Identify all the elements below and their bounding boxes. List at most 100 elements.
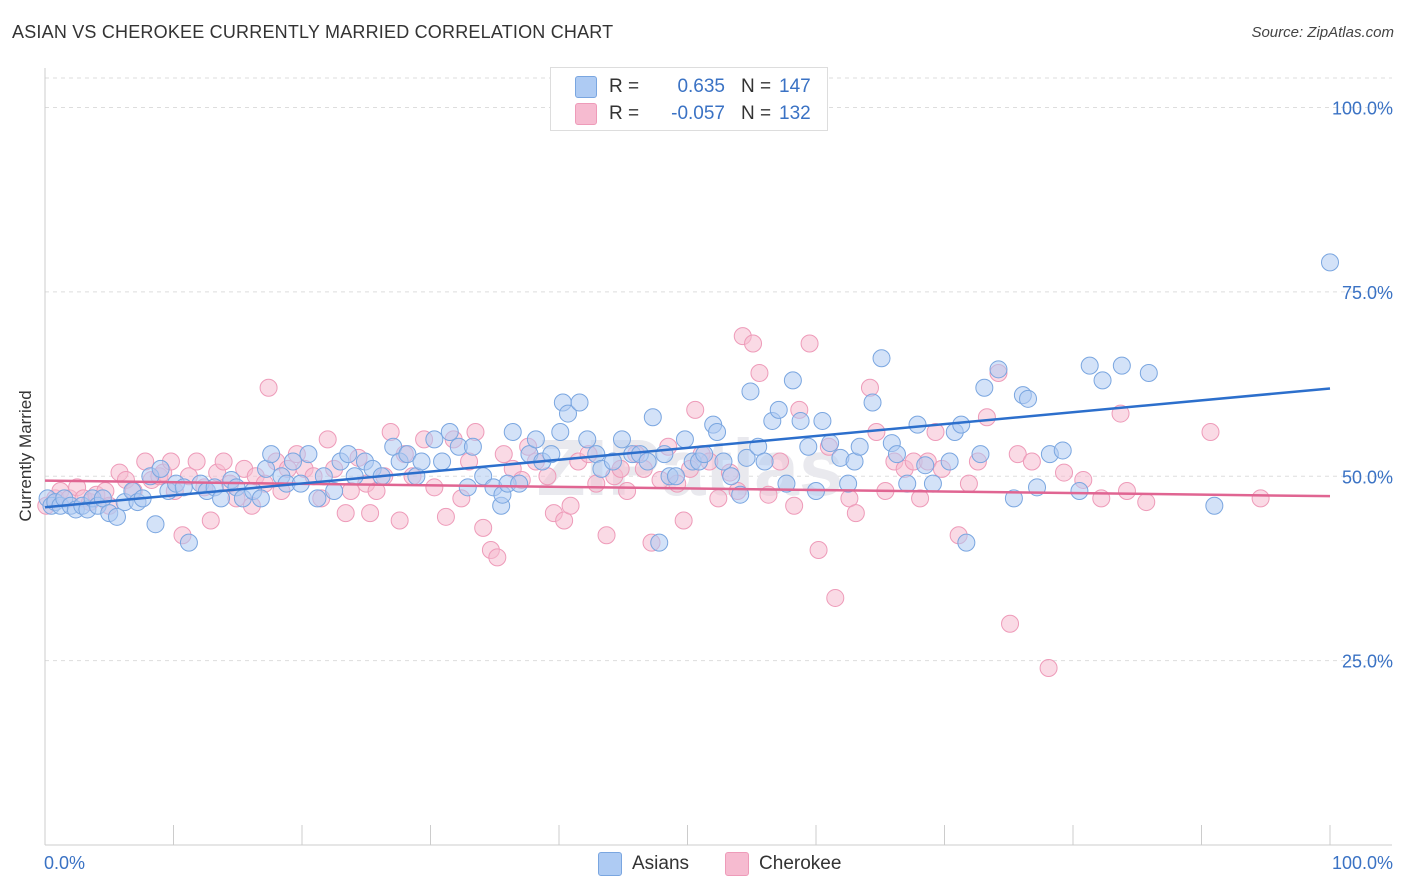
asians-point: [458, 478, 477, 497]
legend-item-asians: Asians: [598, 852, 689, 876]
asians-point: [722, 467, 741, 486]
cherokee-point: [381, 423, 400, 441]
cherokee-point: [597, 526, 616, 545]
cherokee-point: [959, 474, 978, 493]
asians-point: [526, 430, 545, 449]
asians-point: [251, 489, 270, 508]
cherokee-point: [1117, 482, 1136, 500]
asians-point: [777, 474, 796, 493]
asians-point: [971, 445, 990, 464]
series-legend: Asians Cherokee: [598, 852, 877, 876]
asians-legend-label: Asians: [632, 853, 690, 874]
asians-point: [179, 533, 198, 552]
cherokee-point: [187, 452, 206, 471]
asians-point: [887, 445, 906, 464]
legend-row-cherokee: R = -0.057 N = 132: [575, 102, 811, 126]
asians-point: [650, 533, 669, 552]
n-label: N =: [741, 103, 772, 124]
cherokee-point: [686, 400, 705, 419]
asians-point: [412, 452, 431, 471]
asians-point: [1321, 253, 1339, 272]
cherokee-point: [425, 478, 444, 497]
cherokee-point: [390, 511, 409, 530]
asians-point: [151, 459, 170, 478]
asians-point: [643, 408, 662, 427]
asians-swatch: [575, 76, 597, 98]
chart-title: ASIAN VS CHEROKEE CURRENTLY MARRIED CORR…: [12, 22, 614, 42]
axes: [44, 68, 1392, 846]
asians-point: [769, 400, 788, 419]
asians-point: [708, 423, 727, 441]
cherokee-point: [318, 430, 337, 449]
n-value: 147: [779, 76, 811, 97]
asians-point: [578, 430, 597, 449]
asians-point: [731, 485, 750, 504]
y-axis-label: Currently Married: [16, 390, 35, 522]
cherokee-point: [744, 334, 763, 353]
asians-point: [1019, 389, 1038, 408]
cherokee-legend-swatch: [725, 852, 750, 876]
asians-trend-line: [44, 387, 1331, 509]
asians-point: [908, 415, 927, 434]
r-value: -0.057: [671, 103, 725, 124]
tick-labels: 25.0% 50.0% 75.0% 100.0% 0.0% 100.0%: [44, 99, 1393, 874]
y-tick-label: 50.0%: [1342, 467, 1393, 487]
asians-point: [542, 445, 561, 464]
cherokee-point: [618, 482, 637, 500]
cherokee-point: [826, 588, 845, 607]
asians-point: [440, 423, 459, 441]
cherokee-point: [750, 364, 769, 382]
asians-point: [957, 533, 976, 552]
asians-point: [872, 349, 891, 368]
cherokee-point: [1008, 445, 1027, 464]
cherokee-point: [674, 511, 693, 530]
asians-point: [107, 507, 126, 526]
cherokee-point: [466, 423, 485, 441]
asians-point: [463, 437, 482, 456]
cherokee-point: [1201, 423, 1220, 441]
asians-point: [714, 452, 733, 471]
asians-point: [284, 452, 303, 471]
correlation-legend: R = 0.635 N = 147 R = -0.057 N = 132: [550, 67, 828, 131]
legend-item-cherokee: Cherokee: [725, 852, 841, 876]
asians-point: [433, 452, 452, 471]
asians-point: [558, 404, 577, 423]
asians-point: [791, 411, 810, 430]
y-tick-label: 25.0%: [1342, 652, 1393, 672]
asians-point: [850, 437, 869, 456]
grid-lines: [45, 77, 1392, 662]
cherokee-point: [911, 489, 930, 508]
cherokee-point: [488, 548, 507, 567]
cherokee-point: [977, 408, 996, 427]
cherokee-swatch: [575, 103, 597, 125]
cherokee-point: [1039, 659, 1058, 677]
asians-point: [1112, 356, 1131, 375]
cherokee-point: [494, 445, 513, 464]
cherokee-point: [201, 511, 220, 530]
cherokee-point: [474, 518, 493, 537]
cherokee-point: [926, 423, 945, 441]
asians-point: [1139, 364, 1158, 382]
asians-point: [952, 415, 971, 434]
cherokee-point: [709, 489, 728, 508]
cherokee-legend-label: Cherokee: [759, 853, 842, 874]
cherokee-point: [1022, 452, 1041, 471]
asians-point: [741, 382, 760, 401]
asians-point: [612, 430, 631, 449]
asians-legend-swatch: [598, 852, 622, 876]
asians-point: [675, 430, 694, 449]
asians-point: [989, 360, 1008, 379]
cherokee-point: [259, 378, 278, 397]
r-label: R =: [609, 76, 640, 97]
cherokee-point: [361, 504, 380, 523]
cherokee-trend-line: [44, 479, 1331, 498]
n-value: 132: [779, 103, 811, 124]
y-tick-label: 75.0%: [1342, 283, 1393, 303]
cherokee-point: [785, 496, 804, 515]
asians-point: [638, 452, 657, 471]
asians-point: [695, 445, 714, 464]
cherokee-point: [800, 334, 819, 353]
r-value: 0.635: [677, 76, 725, 97]
asians-point: [1205, 496, 1224, 515]
